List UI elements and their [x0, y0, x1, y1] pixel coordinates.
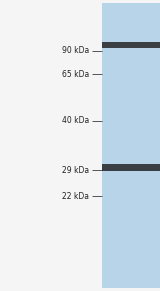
- Text: 65 kDa: 65 kDa: [62, 70, 89, 79]
- Bar: [102, 42, 160, 48]
- Text: 29 kDa: 29 kDa: [62, 166, 89, 175]
- Text: 40 kDa: 40 kDa: [62, 116, 89, 125]
- Text: 90 kDa: 90 kDa: [62, 47, 89, 55]
- Bar: [102, 164, 160, 171]
- Text: 22 kDa: 22 kDa: [62, 192, 89, 201]
- Bar: [102, 3, 160, 288]
